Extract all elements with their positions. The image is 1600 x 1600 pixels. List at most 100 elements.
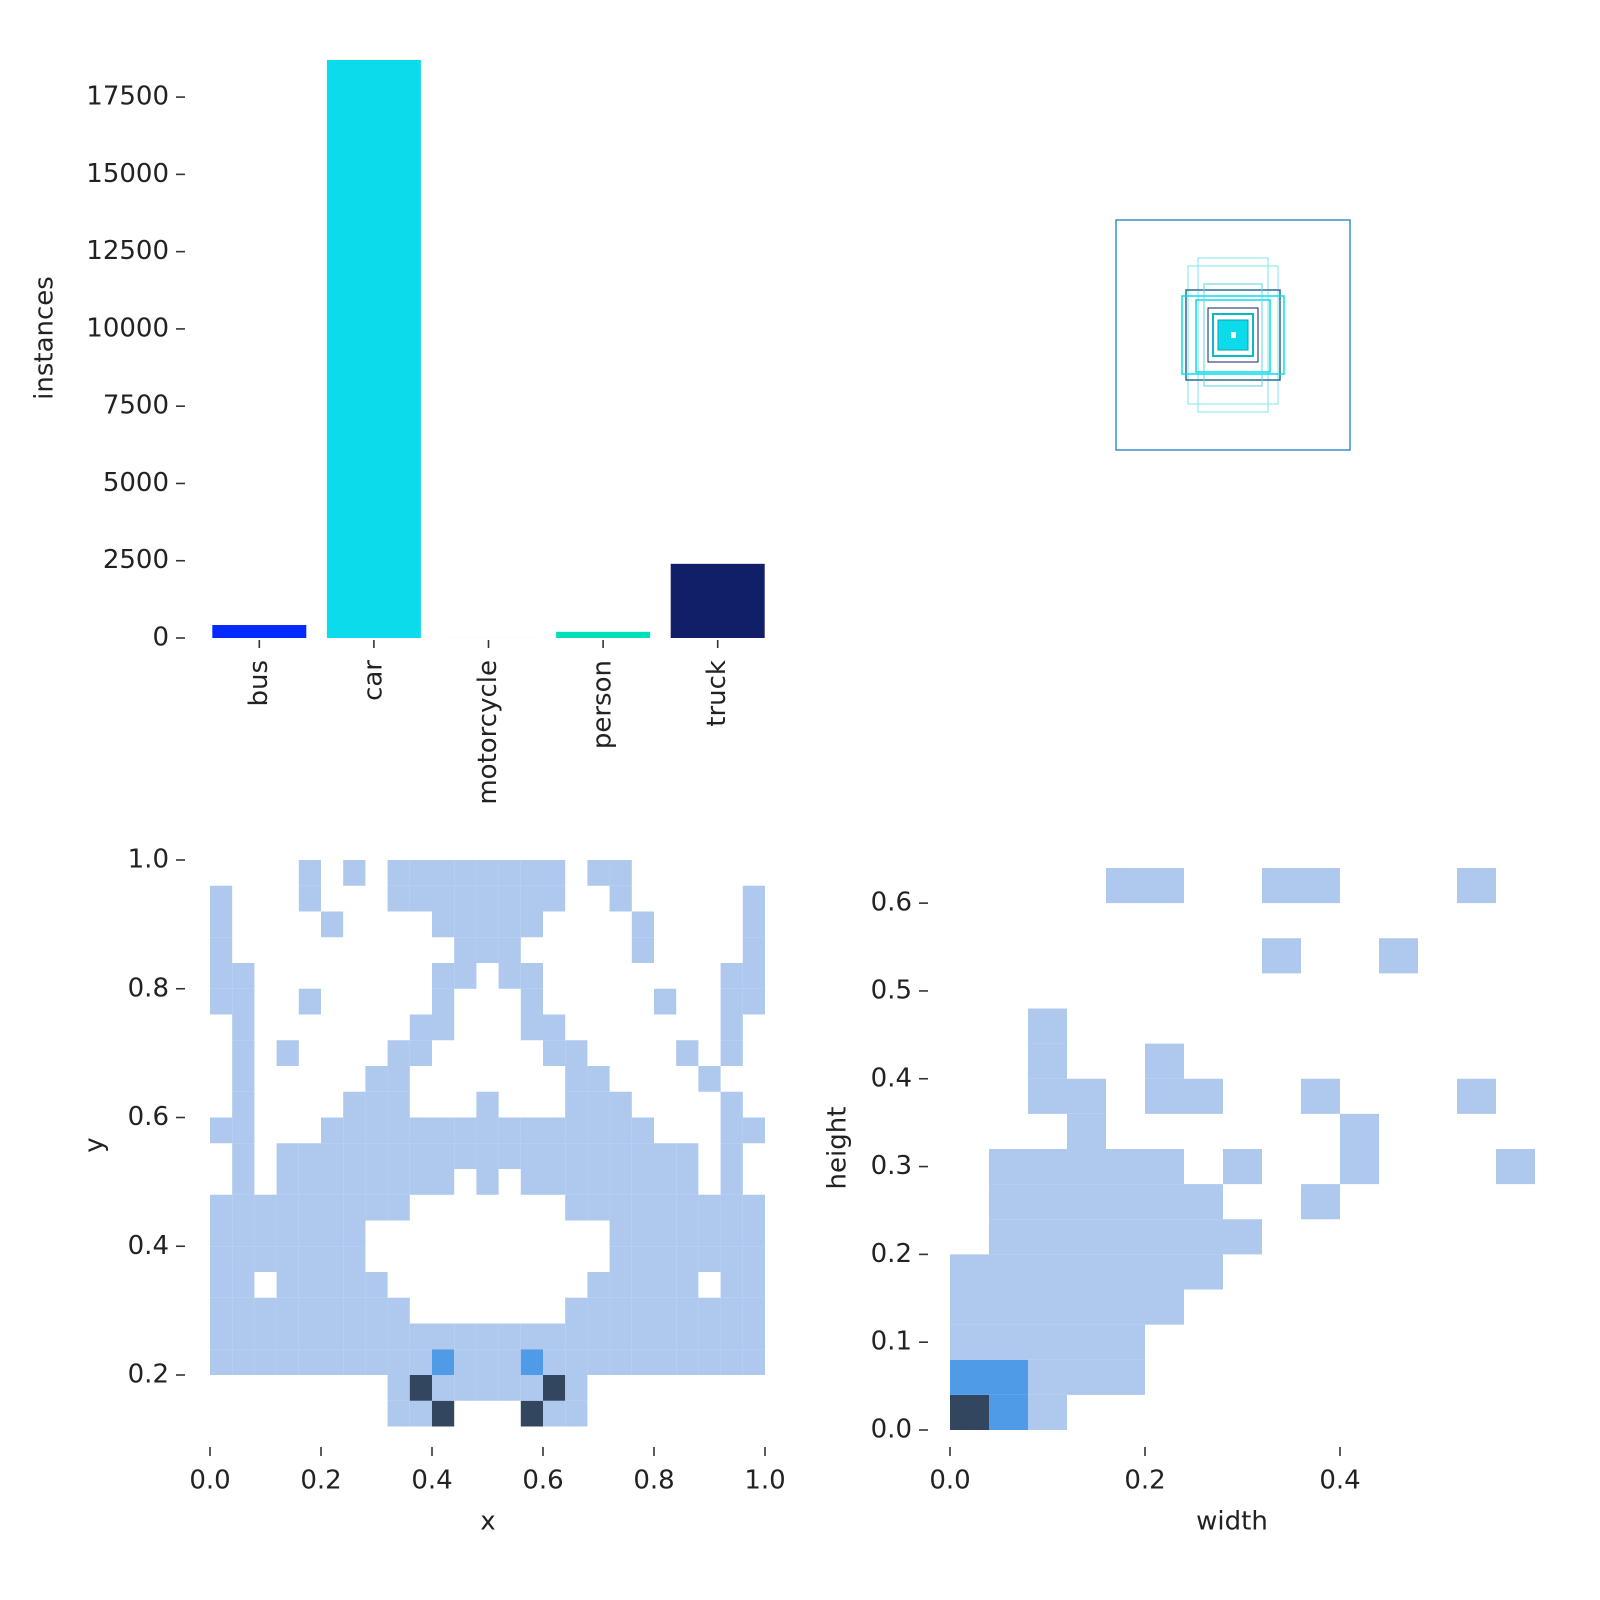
heat-cell xyxy=(654,988,677,1015)
heat-cell xyxy=(543,1040,566,1066)
heat-cell xyxy=(476,1169,499,1195)
heat-cell xyxy=(343,1297,366,1324)
heat-cell xyxy=(476,860,499,886)
heat-cell xyxy=(1028,1184,1067,1220)
heat-cell xyxy=(432,1169,455,1195)
heat-cell xyxy=(631,1246,654,1272)
box-outline xyxy=(1185,289,1281,381)
box-outline xyxy=(1187,265,1279,405)
y-tick-label: 0.0 xyxy=(871,1415,912,1445)
heat-cell xyxy=(387,1066,410,1092)
heat-cell xyxy=(432,1323,455,1350)
heat-cell xyxy=(1028,1394,1067,1430)
heat-cell xyxy=(631,1194,654,1221)
box-outline xyxy=(1195,299,1271,373)
heat-cell xyxy=(432,1400,455,1427)
heat-cell xyxy=(950,1359,989,1395)
heat-cell xyxy=(676,1246,699,1272)
heat-cell xyxy=(298,1169,321,1195)
x-tick-label: 0.0 xyxy=(189,1466,230,1496)
heat-cell xyxy=(742,1272,765,1298)
heat-cell xyxy=(321,1194,344,1221)
heat-cell xyxy=(587,1297,610,1324)
heat-cell xyxy=(210,1194,233,1221)
heat-cell xyxy=(631,1323,654,1350)
heat-cell xyxy=(387,1297,410,1324)
heat-cell xyxy=(210,911,233,938)
x-tick-label: 1.0 xyxy=(744,1466,785,1496)
heat-cell xyxy=(232,963,255,989)
heat-cell xyxy=(476,1349,499,1375)
x-tick-label: car xyxy=(358,660,388,701)
heat-cell xyxy=(210,988,233,1015)
y-tick-label: 7500 xyxy=(103,391,169,421)
heat-cell xyxy=(454,1143,477,1169)
heat-cell xyxy=(1067,1324,1106,1360)
heat-cell xyxy=(276,1040,299,1066)
box-outline xyxy=(1212,313,1254,357)
heat-cell xyxy=(543,885,566,912)
heat-cell xyxy=(520,1117,543,1144)
heat-cell xyxy=(321,1117,344,1144)
heat-cell xyxy=(343,1169,366,1195)
heat-cell xyxy=(1028,1149,1067,1185)
box-outline xyxy=(1181,295,1285,375)
heat-cell xyxy=(432,885,455,912)
heat-cell xyxy=(409,1040,432,1066)
heat-cell xyxy=(498,1117,521,1144)
heat-cell xyxy=(676,1143,699,1169)
heat-cell xyxy=(409,1375,432,1401)
heat-cell xyxy=(321,911,344,938)
heat-cell xyxy=(409,885,432,912)
x-axis-label: x xyxy=(480,1507,495,1537)
heat-cell xyxy=(365,1194,388,1221)
heat-cell xyxy=(631,1220,654,1247)
y-tick-label: 2500 xyxy=(103,545,169,575)
heat-cell xyxy=(276,1297,299,1324)
x-tick-label: 0.8 xyxy=(633,1466,674,1496)
heat-cell xyxy=(276,1272,299,1298)
heat-cell xyxy=(676,1349,699,1375)
heat-cell xyxy=(365,1323,388,1350)
heat-cell xyxy=(1106,1324,1145,1360)
heat-cell xyxy=(950,1254,989,1290)
heat-cell xyxy=(387,1091,410,1118)
heat-cell xyxy=(321,1220,344,1247)
heat-cell xyxy=(232,1349,255,1375)
y-tick-label: 5000 xyxy=(103,468,169,498)
heat-cell xyxy=(1340,1149,1379,1185)
heat-cell xyxy=(742,1323,765,1350)
heat-cell xyxy=(520,1323,543,1350)
heat-cell xyxy=(1106,1289,1145,1325)
heat-cell xyxy=(232,988,255,1015)
heat-cell xyxy=(232,1220,255,1247)
heat-cell xyxy=(432,1375,455,1401)
heat-cell xyxy=(476,1143,499,1169)
box-outline xyxy=(1203,283,1263,387)
heat-cell xyxy=(1145,1289,1184,1325)
heat-cell xyxy=(565,1091,588,1118)
box-outline xyxy=(1197,257,1269,413)
heat-cell xyxy=(520,1400,543,1427)
heat-cell xyxy=(454,1375,477,1401)
heat-cell xyxy=(698,1246,721,1272)
heat-cell xyxy=(565,1400,588,1427)
heat-cell xyxy=(565,1143,588,1169)
heat-cell xyxy=(232,1117,255,1144)
heat-cell xyxy=(609,1169,632,1195)
heat-cell xyxy=(698,1323,721,1350)
heat-cell xyxy=(587,1066,610,1092)
heat-cell xyxy=(565,1066,588,1092)
heat-cell xyxy=(498,860,521,886)
heat-cell xyxy=(476,1323,499,1350)
heat-cell xyxy=(210,963,233,989)
heat-cell xyxy=(343,1272,366,1298)
heat-cell xyxy=(520,911,543,938)
heat-cell xyxy=(1145,1149,1184,1185)
heat-cell xyxy=(232,1246,255,1272)
heat-cell xyxy=(543,1323,566,1350)
heat-cell xyxy=(254,1220,277,1247)
heat-cell xyxy=(609,1194,632,1221)
heat-cell xyxy=(387,1400,410,1427)
